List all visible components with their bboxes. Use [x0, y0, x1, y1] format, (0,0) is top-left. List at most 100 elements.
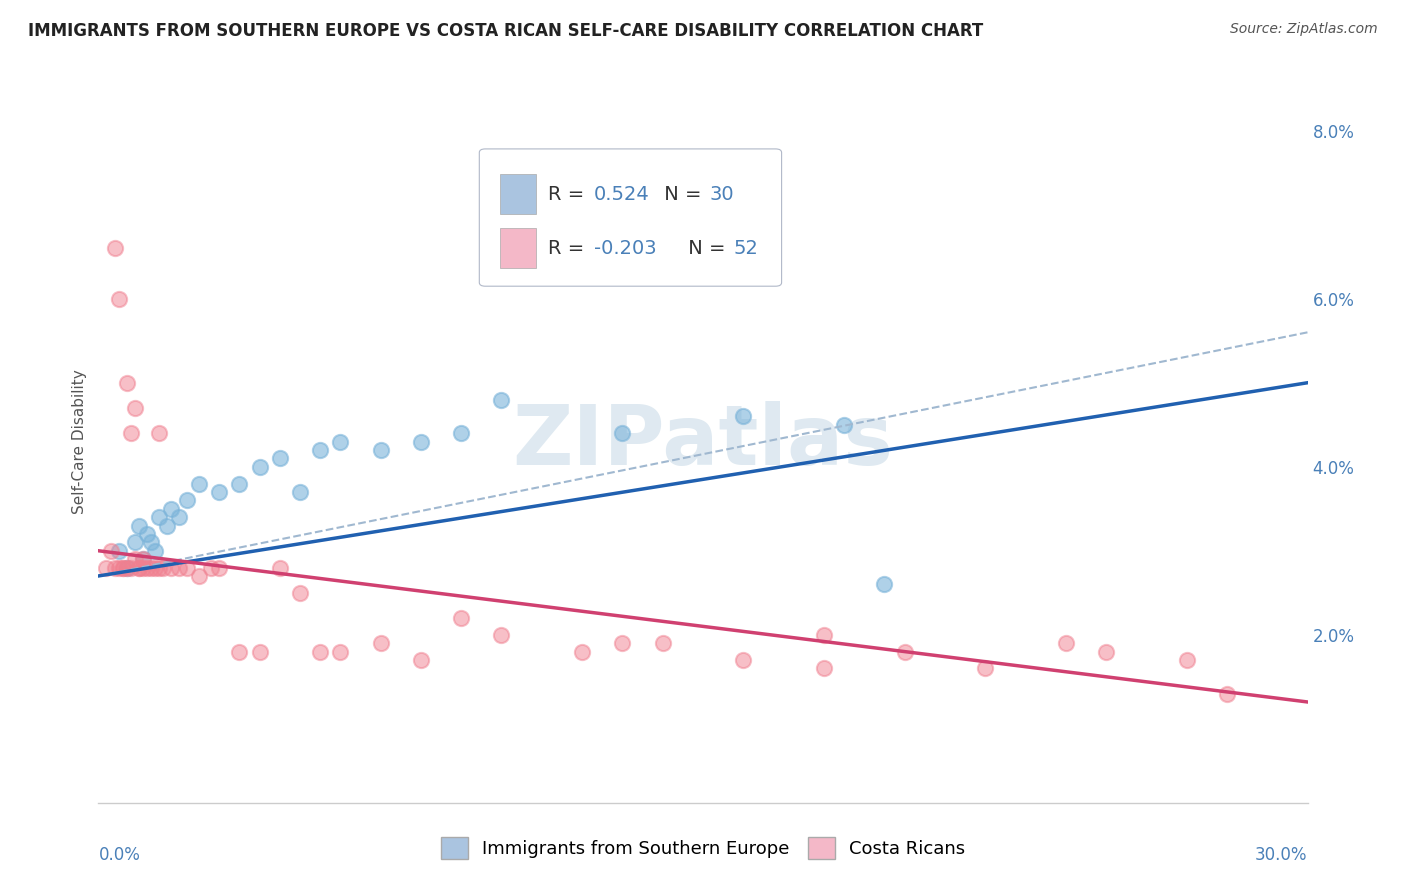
Point: [370, 636, 392, 650]
Point: [128, 518, 150, 533]
FancyBboxPatch shape: [501, 228, 536, 268]
Point: [120, 560, 142, 574]
Text: 30.0%: 30.0%: [1256, 847, 1308, 864]
Point: [188, 569, 211, 583]
Point: [115, 376, 138, 390]
Point: [974, 661, 997, 675]
Point: [111, 560, 134, 574]
Point: [450, 611, 472, 625]
Point: [176, 560, 198, 574]
Text: IMMIGRANTS FROM SOUTHERN EUROPE VS COSTA RICAN SELF-CARE DISABILITY CORRELATION : IMMIGRANTS FROM SOUTHERN EUROPE VS COSTA…: [28, 22, 983, 40]
Point: [148, 426, 170, 441]
Point: [103, 560, 125, 574]
Point: [111, 560, 134, 574]
Point: [873, 577, 896, 591]
Point: [228, 644, 250, 658]
Point: [813, 628, 835, 642]
Point: [139, 535, 162, 549]
Point: [124, 552, 146, 566]
Point: [733, 653, 755, 667]
Text: ZIPatlas: ZIPatlas: [513, 401, 893, 482]
Point: [135, 560, 157, 574]
Point: [450, 426, 472, 441]
Point: [124, 535, 146, 549]
Text: 0.524: 0.524: [595, 185, 650, 204]
Point: [249, 459, 271, 474]
Point: [160, 501, 183, 516]
Point: [160, 560, 183, 574]
Point: [143, 560, 166, 574]
Text: N =: N =: [682, 239, 733, 258]
Point: [208, 560, 231, 574]
Y-axis label: Self-Care Disability: Self-Care Disability: [72, 369, 87, 514]
Point: [329, 434, 352, 449]
Text: Source: ZipAtlas.com: Source: ZipAtlas.com: [1230, 22, 1378, 37]
Text: 0.0%: 0.0%: [98, 847, 141, 864]
Point: [309, 644, 332, 658]
Point: [269, 451, 291, 466]
Point: [200, 560, 222, 574]
Point: [132, 552, 155, 566]
Point: [128, 560, 150, 574]
Point: [1175, 653, 1198, 667]
Point: [228, 476, 250, 491]
Point: [132, 560, 155, 574]
Text: 52: 52: [734, 239, 758, 258]
Point: [370, 442, 392, 457]
Text: 30: 30: [709, 185, 734, 204]
Point: [167, 510, 190, 524]
Point: [571, 644, 593, 658]
Point: [132, 552, 155, 566]
Point: [208, 485, 231, 500]
Point: [115, 560, 138, 574]
Point: [409, 434, 432, 449]
Point: [124, 401, 146, 415]
Point: [107, 560, 129, 574]
Point: [96, 560, 118, 574]
Point: [1054, 636, 1077, 650]
Point: [103, 241, 125, 255]
Point: [156, 518, 179, 533]
Point: [148, 560, 170, 574]
Point: [176, 493, 198, 508]
Point: [100, 543, 122, 558]
Text: R =: R =: [548, 239, 591, 258]
Point: [1216, 687, 1239, 701]
Point: [107, 292, 129, 306]
Point: [551, 216, 574, 230]
Legend: Immigrants from Southern Europe, Costa Ricans: Immigrants from Southern Europe, Costa R…: [433, 830, 973, 866]
Point: [329, 644, 352, 658]
Point: [893, 644, 915, 658]
Point: [152, 560, 174, 574]
Point: [139, 560, 162, 574]
Point: [135, 527, 157, 541]
Text: -0.203: -0.203: [595, 239, 657, 258]
Point: [269, 560, 291, 574]
Point: [288, 586, 311, 600]
Point: [409, 653, 432, 667]
Point: [309, 442, 332, 457]
Point: [148, 510, 170, 524]
Point: [612, 636, 634, 650]
Point: [491, 392, 513, 407]
Point: [1095, 644, 1118, 658]
Point: [733, 409, 755, 424]
Point: [167, 560, 190, 574]
Point: [120, 426, 142, 441]
Point: [651, 636, 673, 650]
Text: R =: R =: [548, 185, 591, 204]
FancyBboxPatch shape: [501, 174, 536, 214]
FancyBboxPatch shape: [479, 149, 782, 286]
Point: [107, 543, 129, 558]
Point: [249, 644, 271, 658]
Point: [832, 417, 855, 432]
Point: [813, 661, 835, 675]
Point: [612, 426, 634, 441]
Point: [188, 476, 211, 491]
Point: [115, 560, 138, 574]
Point: [288, 485, 311, 500]
Point: [128, 560, 150, 574]
Text: N =: N =: [658, 185, 709, 204]
Point: [143, 543, 166, 558]
Point: [491, 628, 513, 642]
